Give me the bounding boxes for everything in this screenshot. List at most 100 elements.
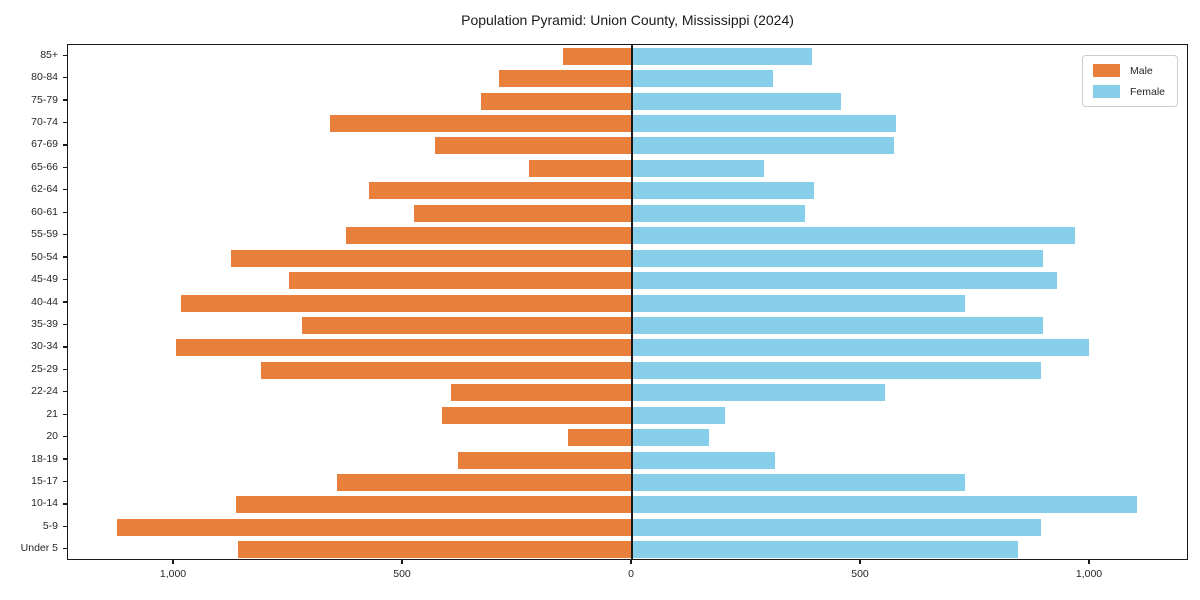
y-tick-mark bbox=[63, 256, 67, 258]
male-bar bbox=[457, 451, 632, 469]
male-bar bbox=[435, 137, 632, 155]
y-tick-label: 15-17 bbox=[31, 474, 58, 487]
y-tick-label: 55-59 bbox=[31, 228, 58, 241]
female-bar bbox=[633, 182, 814, 200]
y-tick-label: 65-66 bbox=[31, 160, 58, 173]
female-bar bbox=[633, 137, 895, 155]
male-bar bbox=[302, 316, 632, 334]
x-tick-mark bbox=[859, 560, 861, 564]
y-tick-label: 30-34 bbox=[31, 340, 58, 353]
y-tick-mark bbox=[63, 189, 67, 191]
male-bar bbox=[329, 115, 632, 133]
y-tick-label: 75-79 bbox=[31, 93, 58, 106]
y-tick-label: 21 bbox=[46, 407, 58, 420]
female-bar bbox=[633, 249, 1043, 267]
legend-item-male: Male bbox=[1092, 64, 1165, 77]
zero-axis-line bbox=[631, 45, 633, 559]
male-bar bbox=[231, 249, 632, 267]
male-bar bbox=[180, 294, 632, 312]
male-bar bbox=[288, 272, 632, 290]
female-bar bbox=[633, 518, 1041, 536]
female-bar bbox=[633, 204, 805, 222]
male-bar bbox=[480, 92, 632, 110]
female-bar bbox=[633, 429, 709, 447]
female-bar bbox=[633, 92, 842, 110]
y-tick-mark bbox=[63, 435, 67, 438]
male-bar bbox=[567, 429, 632, 447]
y-tick-mark bbox=[63, 278, 67, 281]
y-tick-label: 18-19 bbox=[31, 452, 58, 465]
y-tick-mark bbox=[63, 166, 67, 169]
female-bar bbox=[633, 47, 812, 65]
y-tick-label: 45-49 bbox=[31, 273, 58, 286]
y-tick-mark bbox=[63, 211, 67, 213]
male-bar bbox=[441, 406, 632, 424]
female-bar bbox=[633, 316, 1043, 334]
female-bar bbox=[633, 272, 1057, 290]
x-tick-mark bbox=[630, 560, 632, 564]
y-tick-mark bbox=[63, 346, 67, 348]
female-bar bbox=[633, 451, 775, 469]
y-tick-label: Under 5 bbox=[20, 542, 58, 555]
male-bar bbox=[176, 339, 632, 357]
male-bar bbox=[451, 384, 632, 402]
male-bar bbox=[345, 227, 632, 245]
male-bar bbox=[261, 361, 632, 379]
male-bar bbox=[528, 159, 632, 177]
legend-female-label: Female bbox=[1129, 85, 1165, 98]
y-tick-label: 35-39 bbox=[31, 317, 58, 330]
x-tick-label: 500 bbox=[851, 568, 869, 580]
x-tick-mark bbox=[172, 560, 174, 564]
y-tick-mark bbox=[63, 503, 67, 505]
x-tick-mark bbox=[401, 560, 403, 564]
y-tick-label: 25-29 bbox=[31, 362, 58, 375]
male-bar bbox=[499, 70, 632, 88]
y-tick-label: 22-24 bbox=[31, 385, 58, 398]
legend-male-label: Male bbox=[1129, 64, 1153, 77]
y-tick-mark bbox=[63, 458, 67, 460]
y-tick-mark bbox=[63, 121, 67, 124]
y-tick-label: 40-44 bbox=[31, 295, 58, 308]
y-tick-mark bbox=[63, 480, 67, 483]
y-tick-label: 70-74 bbox=[31, 116, 58, 129]
female-bar bbox=[633, 70, 773, 88]
female-bar bbox=[633, 473, 966, 491]
female-bar bbox=[633, 361, 1041, 379]
female-bar bbox=[633, 406, 725, 424]
y-tick-mark bbox=[63, 323, 67, 326]
male-bar bbox=[563, 47, 632, 65]
x-tick-label: 1,000 bbox=[1075, 568, 1103, 580]
y-tick-label: 80-84 bbox=[31, 71, 58, 84]
y-tick-label: 10-14 bbox=[31, 497, 58, 510]
y-tick-label: 60-61 bbox=[31, 205, 58, 218]
female-bar bbox=[633, 227, 1075, 245]
y-tick-label: 85+ bbox=[40, 48, 58, 61]
female-bar bbox=[633, 496, 1137, 514]
y-tick-label: 20 bbox=[46, 430, 58, 443]
plot-area: Male Female bbox=[67, 44, 1188, 560]
male-bar bbox=[336, 473, 632, 491]
legend-item-female: Female bbox=[1092, 85, 1165, 98]
y-tick-label: 50-54 bbox=[31, 250, 58, 263]
female-bar bbox=[633, 294, 966, 312]
y-tick-mark bbox=[63, 144, 67, 146]
male-bar bbox=[235, 496, 632, 514]
male-bar bbox=[414, 204, 632, 222]
male-color-swatch bbox=[1092, 64, 1120, 77]
male-bar bbox=[238, 541, 632, 559]
y-tick-mark bbox=[63, 548, 67, 550]
y-tick-label: 5-9 bbox=[42, 519, 58, 532]
y-tick-mark bbox=[63, 413, 67, 415]
female-color-swatch bbox=[1092, 85, 1120, 98]
y-tick-label: 67-69 bbox=[31, 138, 58, 151]
y-tick-mark bbox=[63, 525, 67, 527]
female-bar bbox=[633, 384, 885, 402]
y-tick-label: 62-64 bbox=[31, 183, 58, 196]
female-bar bbox=[633, 159, 764, 177]
x-tick-mark bbox=[1088, 560, 1090, 564]
y-tick-mark bbox=[63, 368, 67, 370]
female-bar bbox=[633, 339, 1089, 357]
y-tick-mark bbox=[63, 99, 67, 101]
x-tick-label: 500 bbox=[393, 568, 411, 580]
